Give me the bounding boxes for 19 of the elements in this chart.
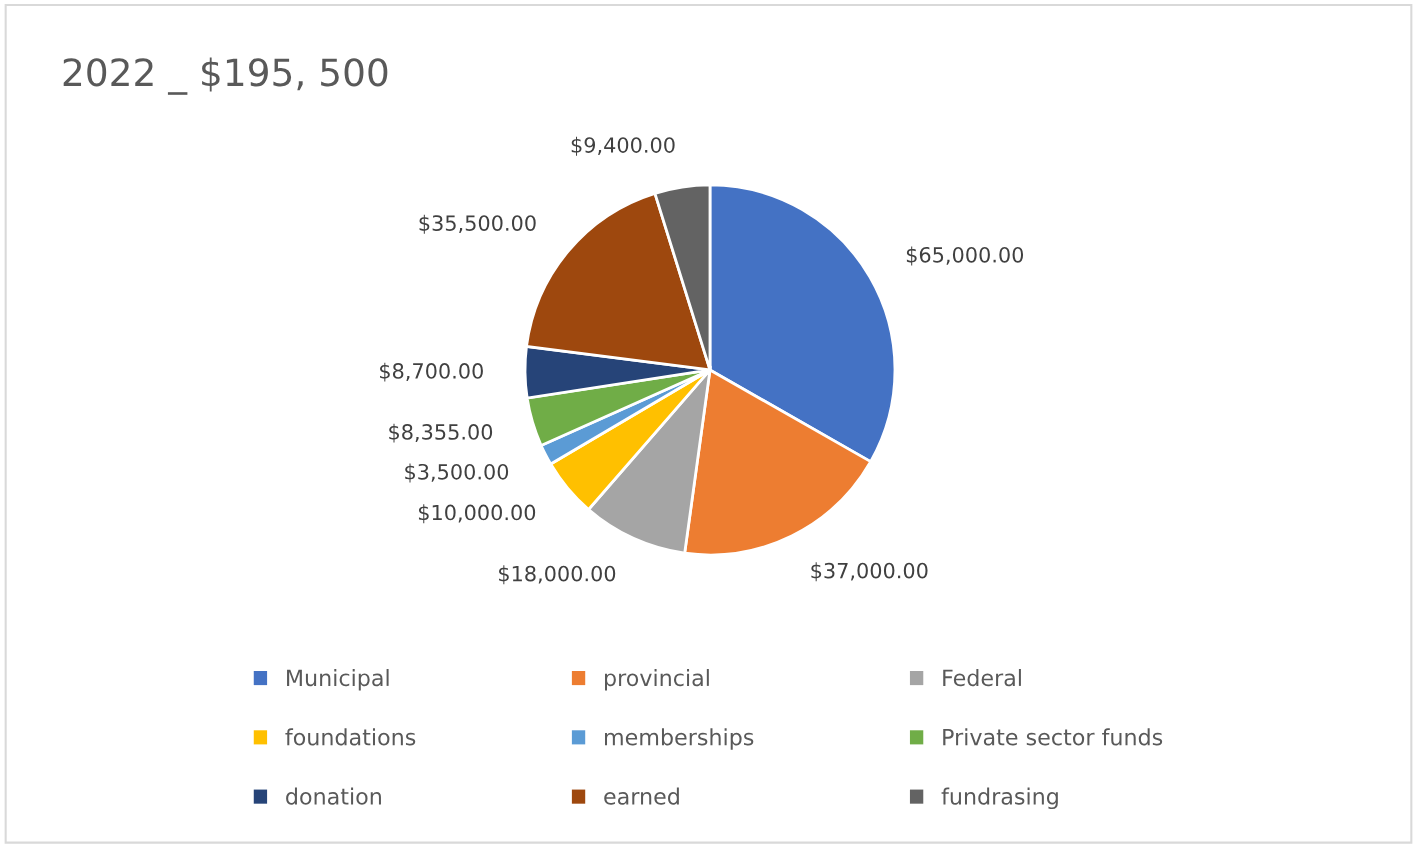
legend-label: foundations <box>285 728 416 746</box>
chart-title: 2022 _ $195, 500 <box>63 57 388 95</box>
data-label: $37,000.00 <box>811 562 928 582</box>
legend-label: Private sector funds <box>943 728 1163 746</box>
legend-label: Federal <box>943 669 1021 687</box>
data-label: $10,000.00 <box>418 504 536 524</box>
legend-label: donation <box>286 787 381 805</box>
legend-label: Municipal <box>287 669 389 691</box>
data-label: $35,500.00 <box>419 214 536 234</box>
data-label: $18,000.00 <box>499 565 616 585</box>
data-label: $3,500.00 <box>405 463 509 483</box>
data-label: $8,700.00 <box>380 362 483 382</box>
legend-label: provincial <box>605 669 709 691</box>
data-label: $65,000.00 <box>906 246 1024 266</box>
data-label: $9,400.00 <box>571 136 675 156</box>
legend-label: memberships <box>605 728 754 750</box>
legend-label: earned <box>604 787 679 805</box>
legend-label: fundrasing <box>941 787 1058 810</box>
data-label: $8,355.00 <box>389 423 493 443</box>
